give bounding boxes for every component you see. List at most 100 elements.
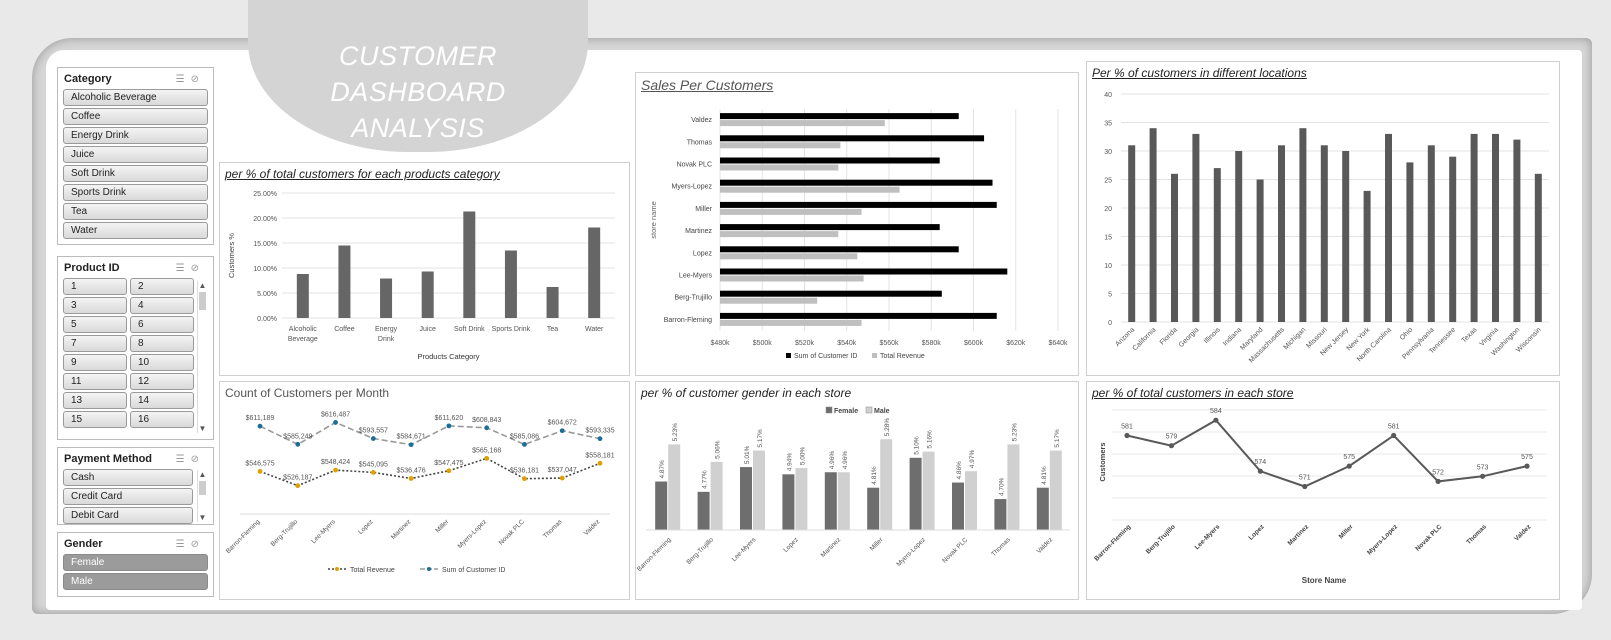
slicer-item-male[interactable]: Male [63,573,208,590]
scroll-up-icon[interactable]: ▲ [198,281,207,290]
x-tick-label: Novak PLC [1414,523,1443,552]
point-total-revenue [484,455,490,461]
multi-select-icon[interactable]: ☰ [175,74,191,85]
slicer-item-juice[interactable]: Juice [63,146,208,163]
x-axis-label: Store Name [1302,576,1347,585]
slicer-item-3[interactable]: 3 [63,297,127,314]
bar-total-revenue-thomas [720,142,841,149]
slicer-item-9[interactable]: 9 [63,354,127,371]
slicer-item-debit-card[interactable]: Debit Card [63,507,193,524]
slicer-item-2[interactable]: 2 [130,278,194,295]
clear-filter-icon[interactable]: ⊘ [190,539,205,550]
slicer-item-tea[interactable]: Tea [63,203,208,220]
data-label: $593,557 [359,428,388,435]
scroll-up-icon[interactable]: ▲ [198,470,207,479]
y-tick-label: Thomas [687,139,713,146]
data-label: 5.28% [884,418,891,437]
legend-label: Female [834,408,858,415]
legend-marker [335,567,339,571]
slicer-item-16[interactable]: 16 [130,411,194,428]
clear-filter-icon[interactable]: ⊘ [190,263,205,274]
bar-male-miller [880,439,893,530]
scroll-thumb[interactable] [199,481,206,495]
slicer-item-cash[interactable]: Cash [63,469,193,486]
bar-alcoholic-beverage [296,274,309,318]
category-slicer-title: Category [64,73,112,85]
data-label: $536,181 [510,468,539,475]
data-label: 579 [1166,434,1178,441]
bar-georgia [1192,133,1200,322]
slicer-item-sports-drink[interactable]: Sports Drink [63,184,208,201]
slicer-item-6[interactable]: 6 [130,316,194,333]
x-tick-label: Soft Drink [454,326,485,333]
slicer-item-credit-card[interactable]: Credit Card [63,488,193,505]
scroll-thumb[interactable] [199,292,206,310]
data-label: 4.77% [702,470,709,489]
bar-male-berg-trujillo [710,461,723,530]
multi-select-icon[interactable]: ☰ [175,263,191,274]
slicer-controls[interactable]: ☰⊘ [176,263,205,274]
slicer-item-13[interactable]: 13 [63,392,127,409]
bar-total-revenue-lee-myers [720,275,864,282]
data-label: 575 [1343,454,1355,461]
category-chart-title: per % of total customers for each produc… [225,167,500,181]
slicer-item-11[interactable]: 11 [63,373,127,390]
slicer-item-female[interactable]: Female [63,554,208,571]
data-label: $548,424 [321,459,350,466]
slicer-item-alcoholic-beverage[interactable]: Alcoholic Beverage [63,89,208,106]
data-label: $536,476 [397,467,426,474]
slicer-item-coffee[interactable]: Coffee [63,108,208,125]
data-label: 4.70% [998,477,1005,496]
title-line-1: CUSTOMER DASHBOARD [330,41,506,107]
slicer-controls[interactable]: ☰⊘ [176,539,205,550]
clear-filter-icon[interactable]: ⊘ [190,74,205,85]
slicer-controls[interactable]: ☰⊘ [176,454,205,465]
x-tick-label: Lee-Myers [310,518,337,545]
data-label: $565,168 [472,447,501,454]
slicer-controls[interactable]: ☰⊘ [176,74,205,85]
slicer-item-12[interactable]: 12 [130,373,194,390]
slicer-item-water[interactable]: Water [63,222,208,239]
point-total-revenue [333,467,338,473]
slicer-item-1[interactable]: 1 [63,278,127,295]
x-tick-label: $640k [1048,340,1068,347]
multi-select-icon[interactable]: ☰ [175,454,191,465]
data-label: $526,187 [283,475,312,482]
slicer-item-7[interactable]: 7 [63,335,127,352]
multi-select-icon[interactable]: ☰ [175,539,191,550]
y-tick-label: Barron-Fleming [664,317,712,324]
slicer-item-15[interactable]: 15 [63,411,127,428]
scroll-down-icon[interactable]: ▼ [198,513,207,522]
bar-illinois [1213,168,1221,322]
bar-total-revenue-martinez [720,231,839,238]
slicer-item-4[interactable]: 4 [130,297,194,314]
data-label: $584,671 [397,434,426,441]
slicer-item-soft-drink[interactable]: Soft Drink [63,165,208,182]
data-point [1302,483,1308,490]
gender-slicer-title: Gender [64,538,103,550]
store-chart: 581 579 584 574 571 575 581 572 573 575 Barron-Fle… [1093,408,1547,585]
x-tick-label: Beverage [288,336,318,343]
slicer-item-8[interactable]: 8 [130,335,194,352]
slicer-item-5[interactable]: 5 [63,316,127,333]
y-tick-label: Lee-Myers [679,273,713,280]
slicer-item-10[interactable]: 10 [130,354,194,371]
data-label: 575 [1521,454,1533,461]
x-tick-label: Sports Drink [492,326,531,333]
bar-new-jersey [1342,151,1350,322]
slicer-item-14[interactable]: 14 [130,392,194,409]
payment-scrollbar[interactable]: ▲ ▼ [197,470,207,522]
bar-massachusetts [1278,145,1285,322]
slicer-item-energy-drink[interactable]: Energy Drink [63,127,208,144]
line-sum-of-customer-id [259,421,601,446]
data-point [1213,417,1219,423]
store-chart-title: per % of total customers in each store [1092,386,1294,400]
x-tick-label: Novak PLC [498,518,526,546]
point-total-revenue [446,468,452,474]
clear-filter-icon[interactable]: ⊘ [190,454,205,465]
bar-female-martinez [824,472,837,530]
scroll-down-icon[interactable]: ▼ [198,424,207,433]
bar-female-lee-myers [740,467,752,530]
product-scrollbar[interactable]: ▲ ▼ [197,281,207,433]
x-tick-label: Texas [1461,326,1479,344]
